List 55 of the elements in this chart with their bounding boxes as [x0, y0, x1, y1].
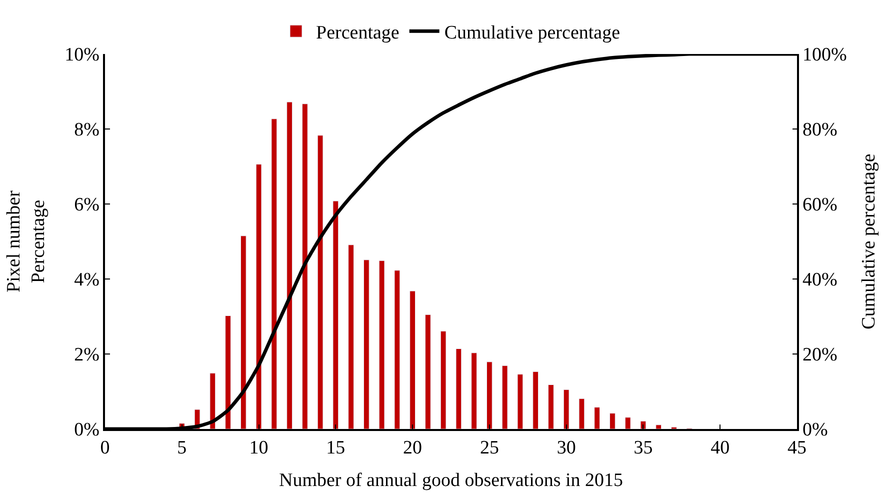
legend-label: Cumulative percentage [444, 22, 620, 44]
bar [225, 316, 231, 429]
bar [610, 413, 616, 429]
bar [624, 417, 631, 429]
bar [578, 398, 585, 429]
legend-label: Percentage [316, 22, 400, 44]
bar [317, 135, 324, 429]
bar [486, 362, 492, 429]
y-tick-label: 6% [74, 194, 100, 216]
bar [240, 236, 246, 429]
x-tick-label: 30 [556, 438, 576, 459]
bar [563, 389, 570, 429]
y2-tick-label: 80% [802, 120, 838, 141]
x-tick-label: 10 [249, 438, 268, 459]
bar [378, 260, 385, 429]
y-tick-label: 0% [74, 420, 100, 441]
bar [471, 352, 478, 429]
bar [286, 102, 292, 429]
bar [424, 314, 431, 429]
bar [456, 348, 462, 429]
bar [302, 104, 308, 429]
bar [271, 118, 278, 429]
bar [394, 270, 400, 429]
y-tick-label: 10% [64, 44, 100, 66]
bar [210, 372, 216, 429]
bar [348, 244, 354, 429]
y2-tick-label: 20% [802, 344, 838, 366]
x-tick-label: 25 [480, 438, 499, 459]
bar [440, 330, 446, 429]
y2-axis-title: Cumulative percentage [858, 154, 880, 330]
x-tick-label: 0 [100, 438, 110, 459]
bar [502, 365, 508, 429]
bar [410, 290, 416, 429]
bar [656, 424, 662, 429]
bar [256, 164, 262, 429]
y-tick-label: 4% [74, 270, 100, 291]
bar [517, 374, 524, 429]
x-tick-label: 35 [634, 438, 653, 459]
bar [532, 371, 539, 429]
bar [363, 260, 370, 429]
x-tick-label: 20 [403, 438, 422, 459]
y-tick-label: 2% [74, 344, 100, 366]
x-axis-title: Number of annual good observations in 2015 [278, 470, 624, 491]
bar [594, 407, 600, 429]
bar [548, 384, 554, 429]
bar [640, 420, 646, 429]
y-axis-title: Pixel number Percentage [3, 190, 49, 292]
y2-tick-label: 60% [802, 194, 838, 216]
y2-tick-label: 100% [802, 44, 848, 66]
y-tick-label: 8% [74, 120, 100, 141]
x-tick-label: 40 [710, 438, 730, 459]
bar [332, 200, 339, 429]
x-tick-label: 15 [326, 438, 346, 459]
y2-tick-label: 40% [802, 270, 838, 291]
x-tick-label: 5 [177, 438, 187, 459]
